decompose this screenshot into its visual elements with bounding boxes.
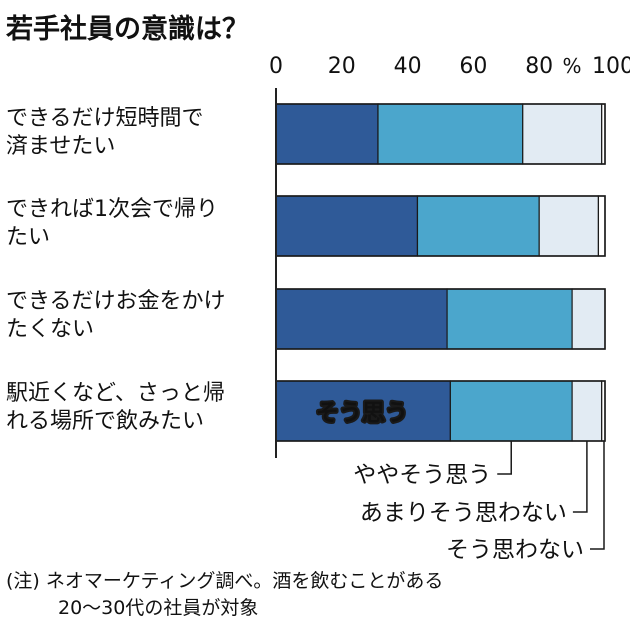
bar-segment (571, 380, 603, 442)
x-axis-unit: % (562, 54, 581, 78)
category-label-line: たい (6, 225, 50, 250)
category-label-line: できるだけお金をかけ (6, 289, 226, 314)
x-tick-label: 20 (328, 54, 356, 79)
bar-segment (597, 195, 606, 257)
bar-segment (522, 103, 603, 165)
category-label: できれば1次会で帰り たい (6, 197, 225, 250)
bar-segment (449, 380, 573, 442)
category-label-line: 駅近くなど、さっと帰 (6, 381, 225, 406)
x-tick-labels: 0 20 40 60 80 100 (269, 54, 630, 79)
leader-line (572, 441, 588, 513)
note-line: 20～30代の社員が対象 (58, 597, 258, 619)
category-labels: できるだけ短時間で 済ませたい できれば1次会で帰り たい できるだけお金をかけ… (6, 106, 233, 434)
category-label-line: たくない (6, 317, 94, 342)
series-label: あまりそう思わない (360, 500, 567, 526)
category-label-line: れる場所で飲みたい (6, 409, 204, 434)
category-label: できるだけお金をかけ たくない (6, 289, 233, 342)
x-tick-label: 80 (525, 54, 553, 79)
category-label-line: できるだけ短時間で (6, 106, 204, 131)
leader-line (590, 441, 605, 550)
bar-segment (275, 195, 419, 257)
bar-segment (538, 195, 600, 257)
bar-segment (275, 288, 448, 350)
bar-segment (571, 288, 606, 350)
source-note: (注) ネオマーケティング調べ。酒を飲むことがある 20～30代の社員が対象 (6, 570, 443, 619)
x-tick-label: 100 (592, 54, 630, 79)
bar-segment (416, 195, 540, 257)
x-tick-label: 0 (269, 54, 283, 79)
category-label: できるだけ短時間で 済ませたい (6, 106, 211, 159)
x-tick-label: 60 (459, 54, 487, 79)
x-tick-label: 40 (394, 54, 422, 79)
bar-segment (377, 103, 524, 165)
chart-title: 若手社員の意識は？ (6, 13, 249, 45)
series-label: ややそう思う (353, 462, 491, 488)
bar-segment (446, 288, 573, 350)
category-label-line: 済ませたい (6, 134, 115, 159)
series-label: そう思わない (446, 537, 584, 563)
x-axis: 0 20 40 60 80 100 % (269, 54, 630, 79)
category-label: 駅近くなど、さっと帰 れる場所で飲みたい (6, 381, 232, 434)
leader-line (497, 441, 512, 475)
bar-segment (275, 103, 379, 165)
category-label-line: できれば1次会で帰り (6, 197, 218, 222)
series-label: そう思う (316, 400, 408, 426)
note-line: (注) ネオマーケティング調べ。酒を飲むことがある (6, 570, 443, 592)
bars (275, 103, 606, 442)
